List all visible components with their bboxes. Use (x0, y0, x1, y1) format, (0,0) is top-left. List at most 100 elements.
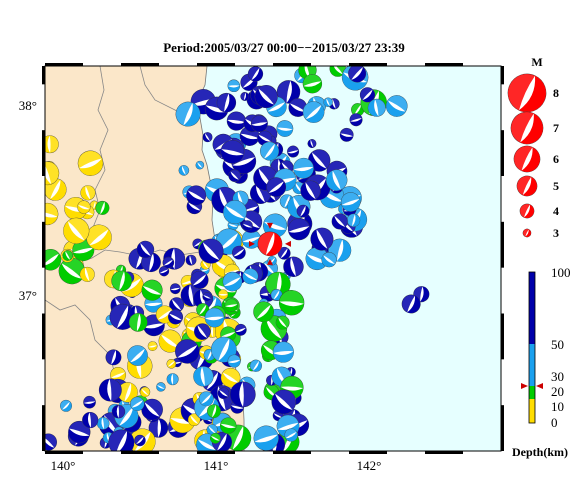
beachball-quadrant (193, 366, 205, 387)
beachball-quadrant (210, 435, 220, 444)
magnitude-legend-label: 4 (553, 204, 559, 218)
beachball-quadrant (148, 345, 158, 351)
focal-mechanism (339, 127, 354, 142)
beachball-quadrant (110, 367, 126, 378)
beachball-quadrant (159, 269, 169, 277)
beachball-quadrant (169, 423, 189, 438)
focal-mechanism (168, 309, 184, 325)
beachball-quadrant (340, 133, 354, 142)
beachball-quadrant (45, 211, 58, 225)
beachball-quadrant (228, 171, 239, 182)
focal-mechanism (385, 95, 408, 117)
beachball-quadrant (197, 323, 211, 338)
focal-mechanism (198, 238, 224, 264)
focal-mechanism (77, 150, 104, 176)
focal-mechanism (249, 359, 263, 372)
beachball-quadrant (203, 292, 212, 299)
beachball-quadrant (336, 239, 351, 262)
beachball-quadrant (243, 268, 259, 280)
beachball-quadrant (45, 249, 59, 266)
focal-mechanism (302, 74, 323, 94)
beachball-quadrant (190, 413, 201, 425)
beachball-quadrant (242, 220, 253, 228)
focal-mechanism (253, 301, 275, 323)
beachball-quadrant (332, 66, 346, 75)
depth-unit-label: Depth(km) (512, 445, 568, 459)
focal-mechanism (278, 290, 305, 316)
beachball-quadrant (58, 263, 83, 284)
beachball-quadrant (196, 303, 207, 315)
magnitude-legend: M 8 7 6 5 4 3 (507, 55, 559, 240)
beachball-quadrant (158, 418, 168, 438)
beachball-quadrant (349, 113, 362, 122)
magnitude-legend-beachball (507, 73, 547, 113)
focal-mechanism (241, 229, 261, 249)
beachball-quadrant (83, 396, 96, 404)
focal-mechanism (169, 297, 185, 313)
beachball-quadrant (63, 221, 85, 244)
beachball-quadrant (224, 264, 240, 274)
beachball-quadrant (156, 382, 166, 389)
beachball-quadrant (522, 176, 537, 196)
lon-label-142: 142° (357, 458, 382, 473)
beachball-quadrant (45, 161, 59, 185)
beachball-quadrant (190, 89, 216, 105)
beachball-quadrant (61, 258, 85, 279)
main-event-pointer (266, 222, 273, 229)
beachball-quadrant (517, 176, 532, 196)
beachball-quadrant (319, 190, 343, 209)
focal-mechanism (185, 254, 197, 266)
beachball-quadrant (232, 157, 256, 174)
beachball-quadrant (280, 194, 290, 208)
focal-mechanism (300, 180, 321, 201)
frame-tick (501, 221, 504, 268)
focal-mechanism (340, 192, 361, 212)
beachball-quadrant (293, 158, 314, 170)
focal-mechanism (222, 271, 243, 292)
focal-mechanism (220, 139, 245, 164)
beachball-quadrant (202, 366, 214, 387)
beachball-quadrant (205, 308, 224, 319)
beachball-quadrant (279, 301, 304, 316)
focal-mechanism (108, 429, 135, 451)
beachball-quadrant (172, 373, 179, 385)
beachball-quadrant (170, 417, 195, 433)
beachball-quadrant (62, 401, 72, 412)
focal-mechanism (220, 417, 237, 434)
beachball-quadrant (102, 417, 110, 430)
magnitude-legend-label: 3 (553, 226, 559, 240)
beachball-quadrant (273, 341, 294, 353)
focal-mechanism (62, 250, 74, 261)
focal-mechanism (242, 268, 259, 285)
beachball-quadrant (290, 367, 296, 377)
focal-mechanism (210, 432, 221, 444)
beachball-quadrant (115, 431, 135, 451)
frame-tick (42, 130, 45, 176)
focal-mechanism (175, 339, 200, 364)
depth-bar-green (529, 386, 535, 399)
focal-mechanism (136, 240, 155, 259)
focal-mechanism (216, 92, 237, 113)
beachball-quadrant (242, 223, 253, 231)
beachball-quadrant (127, 345, 145, 363)
frame-tick (45, 451, 83, 454)
beachball-quadrant (78, 150, 102, 169)
beachball-quadrant (387, 95, 408, 112)
beachball-quadrant (349, 209, 367, 231)
frame-tick (501, 130, 504, 176)
beachball-quadrant (237, 191, 249, 206)
focal-mechanism (79, 266, 95, 282)
focal-mechanism (134, 434, 146, 447)
focal-mechanism (348, 66, 367, 83)
beachball-quadrant (518, 75, 546, 112)
beachball-quadrant (60, 400, 70, 410)
focal-mechanism (253, 425, 279, 451)
beachball-quadrant (109, 304, 129, 329)
focal-mechanism (96, 417, 110, 430)
beachball-quadrant (520, 113, 543, 144)
beachball-quadrant (305, 254, 328, 270)
beachball-quadrant (100, 201, 110, 215)
lat-label-37: 37° (19, 288, 37, 303)
beachball-quadrant (228, 360, 241, 368)
beachball-quadrant (520, 204, 530, 218)
